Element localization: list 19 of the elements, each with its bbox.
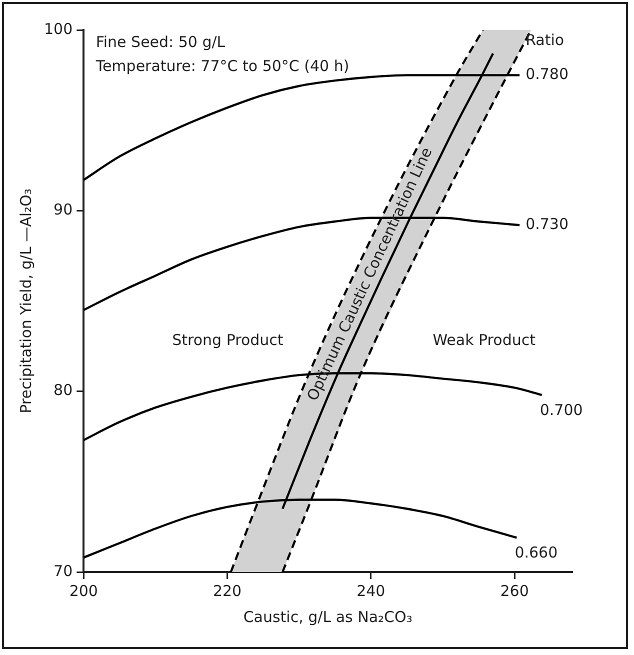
x-tick-label: 240: [356, 582, 386, 600]
annotation: Weak Product: [432, 330, 536, 349]
annotation: Fine Seed: 50 g/L: [96, 32, 226, 51]
series-label: 0.660: [514, 544, 558, 562]
y-tick-label: 80: [54, 381, 73, 400]
x-tick-label: 260: [500, 582, 529, 600]
x-axis-title: Caustic, g/L as Na₂CO₃: [243, 608, 412, 626]
annotation: Temperature: 77°C to 50°C (40 h): [94, 57, 350, 76]
series-label: 0.730: [526, 215, 569, 234]
series-label: 0.780: [526, 65, 569, 84]
y-tick-label: 70: [54, 562, 73, 580]
annotation: Strong Product: [172, 330, 284, 349]
y-tick-label: 90: [54, 200, 73, 219]
y-tick-label: 100: [44, 20, 73, 38]
x-tick-label: 220: [212, 582, 242, 600]
legend-title: Ratio: [526, 31, 564, 50]
y-axis-title: Precipitation Yield, g/L —Al₂O₃: [16, 188, 35, 414]
series-label: 0.700: [540, 400, 583, 419]
x-tick-label: 200: [69, 582, 98, 600]
